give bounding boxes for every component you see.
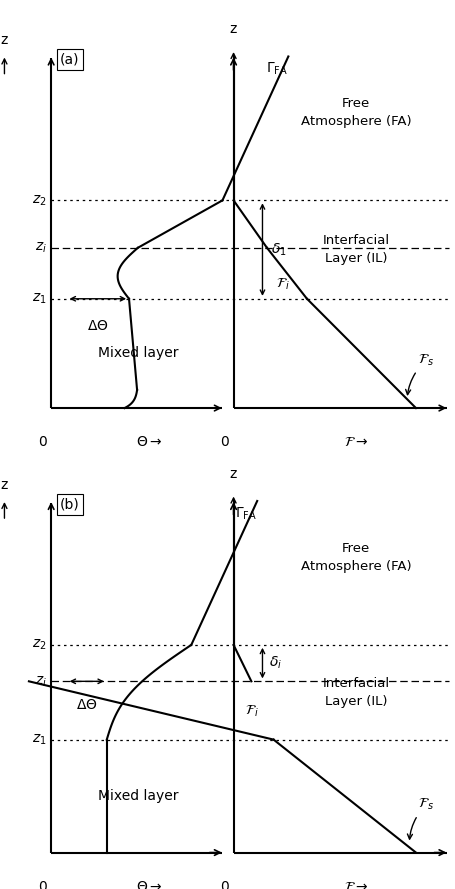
Text: 0: 0 [220,436,228,450]
Text: $\mathcal{F}_i$: $\mathcal{F}_i$ [275,276,289,292]
Text: z: z [229,22,237,36]
Text: 0: 0 [38,880,46,889]
Text: $z_2$: $z_2$ [32,193,46,208]
Text: $\delta_i$: $\delta_i$ [268,655,282,671]
Text: z: z [1,34,8,47]
Text: $\Gamma_{\mathrm{FA}}$: $\Gamma_{\mathrm{FA}}$ [234,506,257,522]
Text: 0: 0 [38,436,46,450]
Text: $\Delta\Theta$: $\Delta\Theta$ [87,319,108,332]
Text: Interfacial
Layer (IL): Interfacial Layer (IL) [322,677,389,708]
Text: $z_1$: $z_1$ [32,733,46,747]
Text: Mixed layer: Mixed layer [97,789,178,803]
Text: (b): (b) [60,497,80,511]
Text: $\delta_1$: $\delta_1$ [271,242,287,258]
Text: $\mathcal{F} \rightarrow$: $\mathcal{F} \rightarrow$ [343,880,368,889]
Text: $\Theta \rightarrow$: $\Theta \rightarrow$ [136,880,162,889]
Text: $z_2$: $z_2$ [32,637,46,653]
Text: Free
Atmosphere (FA): Free Atmosphere (FA) [300,98,410,128]
Text: z: z [229,467,237,481]
Text: $z_1$: $z_1$ [32,292,46,306]
Text: $\Gamma_{\mathrm{FA}}$: $\Gamma_{\mathrm{FA}}$ [266,61,288,77]
Text: $\mathcal{F}_s$: $\mathcal{F}_s$ [407,797,433,839]
Text: $\Delta\Theta$: $\Delta\Theta$ [76,698,97,712]
Text: $\mathcal{F} \rightarrow$: $\mathcal{F} \rightarrow$ [343,436,368,450]
Text: Interfacial
Layer (IL): Interfacial Layer (IL) [322,234,389,265]
Text: (a): (a) [60,52,79,67]
Text: Free
Atmosphere (FA): Free Atmosphere (FA) [300,542,410,573]
Text: $z_i$: $z_i$ [35,674,46,688]
Text: $\mathcal{F}_s$: $\mathcal{F}_s$ [405,353,433,395]
Text: Mixed layer: Mixed layer [97,347,178,360]
Text: $z_i$: $z_i$ [35,241,46,255]
Text: $\mathcal{F}_i$: $\mathcal{F}_i$ [244,703,258,718]
Text: $\Theta \rightarrow$: $\Theta \rightarrow$ [136,436,162,450]
Text: z: z [1,478,8,492]
Text: 0: 0 [220,880,228,889]
